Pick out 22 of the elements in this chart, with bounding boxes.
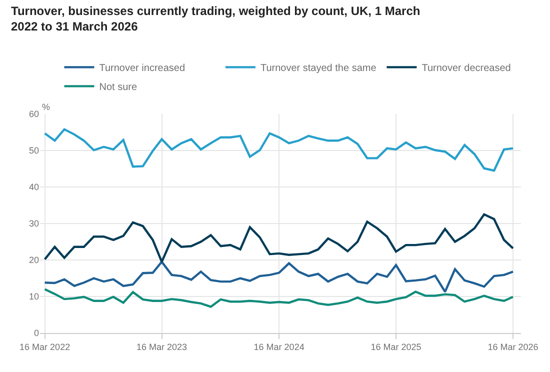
x-tick-label: 16 Mar 2023 <box>136 342 188 352</box>
line-series <box>44 260 514 293</box>
y-tick-label: 60 <box>28 109 39 120</box>
x-tick-label: 16 Mar 2022 <box>20 342 70 352</box>
y-tick-label: 0 <box>34 328 39 338</box>
y-axis-title: % <box>42 102 50 112</box>
legend-label: Turnover decreased <box>422 63 511 74</box>
legend-label: Turnover stayed the same <box>260 63 377 74</box>
x-tick-label: 16 Mar 2024 <box>254 342 304 352</box>
y-tick-label: 10 <box>28 292 39 302</box>
legend-label: Not sure <box>99 82 138 94</box>
y-tick-label: 40 <box>28 182 39 192</box>
legend-label: Turnover increased <box>99 63 186 74</box>
line-series <box>44 128 514 172</box>
line-series <box>44 288 514 308</box>
y-tick-label: 20 <box>28 255 39 266</box>
x-tick-label: 16 Mar 2026 <box>488 342 538 352</box>
x-tick-label: 16 Mar 2025 <box>370 342 422 352</box>
y-tick-label: 30 <box>28 218 39 229</box>
y-tick-label: 50 <box>28 146 39 156</box>
chart-title: Turnover, businesses currently trading, weighted by count, UK, 1 March 2022 to 31 March 2026 <box>11 4 420 34</box>
line-series <box>44 213 514 263</box>
